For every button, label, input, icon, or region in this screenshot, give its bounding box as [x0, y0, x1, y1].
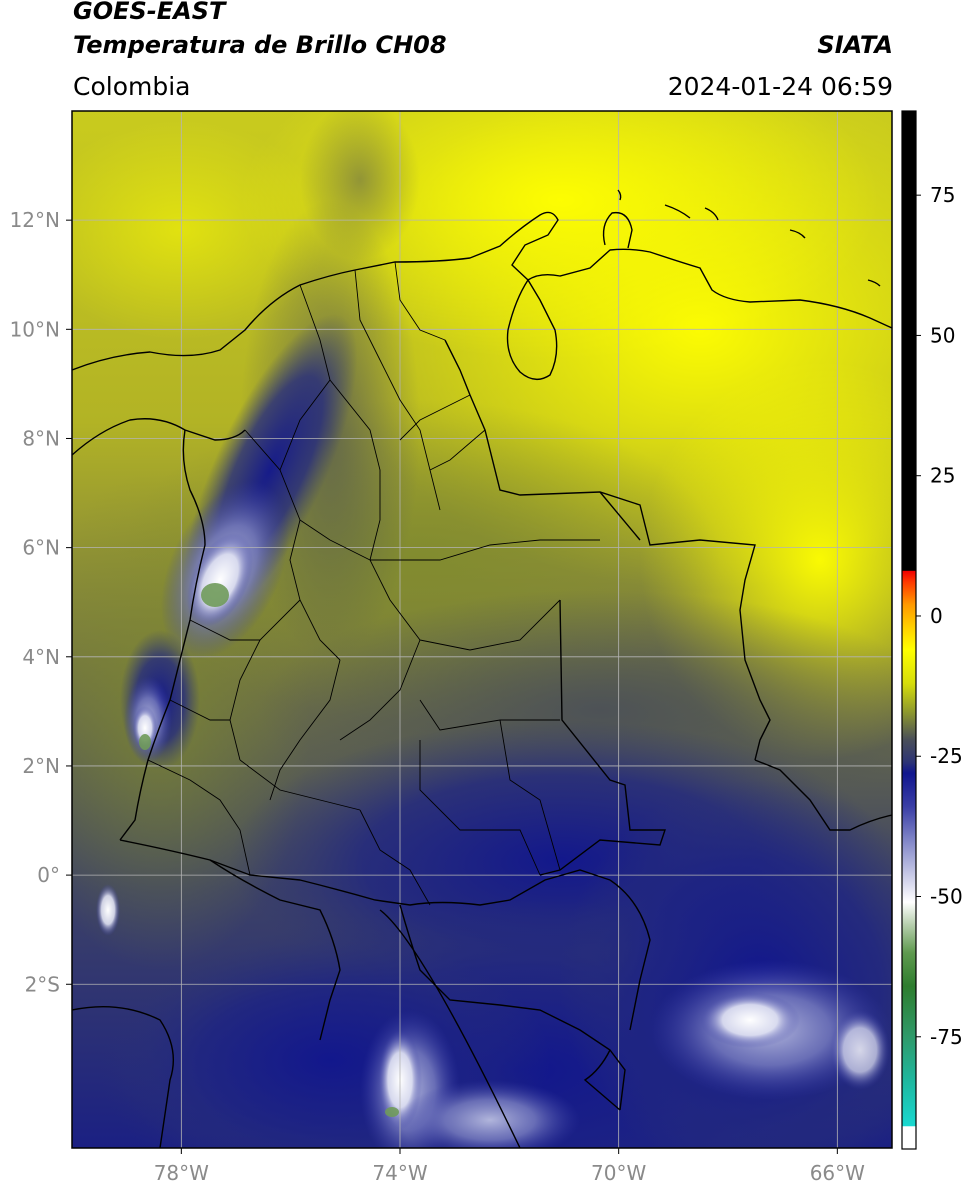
colorbar: 75 50 25 0 -25 -50 -75	[901, 110, 963, 1150]
lat-tick-label: 2°S	[25, 972, 60, 996]
colorbar-tick-label: -25	[930, 744, 963, 768]
graticule	[72, 111, 892, 1148]
longitude-axis: 78°W 74°W 70°W 66°W	[154, 1148, 865, 1185]
datetime-label: 2024-01-24 06:59	[667, 72, 893, 101]
latitude-axis: 12°N 10°N 8°N 6°N 4°N 2°N 0° 2°S	[10, 208, 72, 996]
lat-tick-label: 2°N	[22, 754, 60, 778]
region-label: Colombia	[73, 72, 191, 101]
colorbar-tick-label: -75	[930, 1025, 963, 1049]
colorbar-tick-label: 25	[930, 464, 955, 488]
source-label: SIATA	[817, 31, 893, 59]
satellite-title: GOES-EAST	[73, 0, 226, 25]
lat-tick-label: 0°	[37, 863, 60, 887]
colorbar-ticks: 75 50 25 0 -25 -50 -75	[916, 183, 963, 1049]
colorbar-tick-label: 75	[930, 183, 955, 207]
lat-tick-label: 6°N	[22, 536, 60, 560]
lat-tick-label: 12°N	[10, 208, 60, 232]
lon-tick-label: 78°W	[154, 1161, 209, 1185]
product-title: Temperatura de Brillo CH08	[73, 31, 447, 59]
lon-tick-label: 70°W	[591, 1161, 646, 1185]
colorbar-tick-label: -50	[930, 885, 963, 909]
lat-tick-label: 8°N	[22, 426, 60, 450]
country-borders	[72, 189, 892, 1148]
lon-tick-label: 66°W	[810, 1161, 865, 1185]
lat-tick-label: 10°N	[10, 317, 60, 341]
colorbar-fill	[902, 111, 916, 1149]
lat-tick-label: 4°N	[22, 645, 60, 669]
map-frame	[71, 110, 893, 1149]
colorbar-tick-label: 0	[930, 604, 943, 628]
colorbar-tick-label: 50	[930, 323, 955, 347]
lon-tick-label: 74°W	[372, 1161, 427, 1185]
colorbar-frame	[901, 110, 917, 1150]
